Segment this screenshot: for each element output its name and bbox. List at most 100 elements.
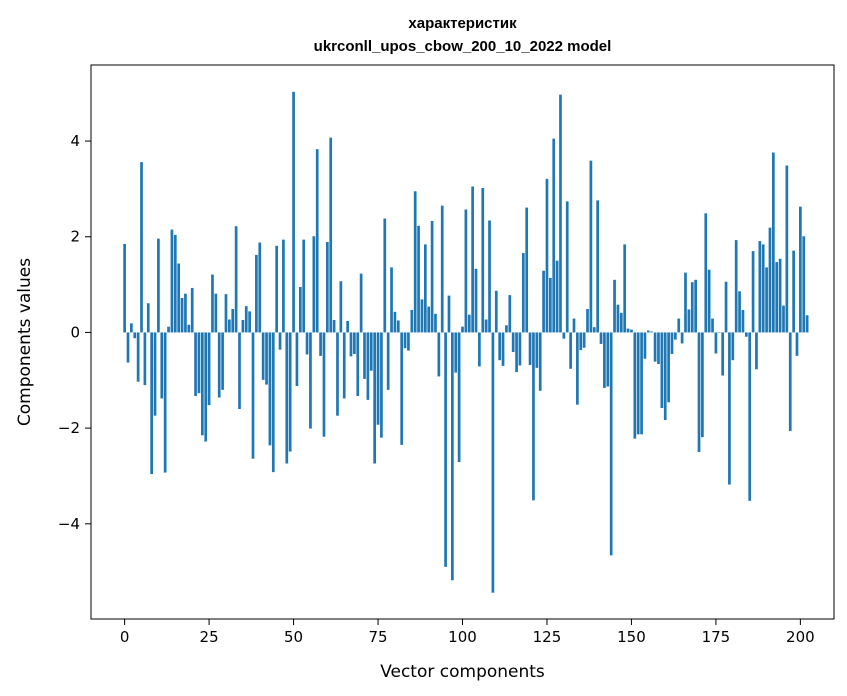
bar-component-177 (721, 332, 725, 376)
bar-component-71 (363, 332, 366, 379)
bar-component-31 (228, 319, 231, 333)
bar-component-100 (461, 326, 464, 333)
bar-component-39 (255, 254, 258, 333)
bar-component-127 (552, 138, 556, 333)
bar-component-84 (407, 332, 410, 351)
bar-component-140 (596, 200, 599, 333)
bar-component-5 (140, 162, 143, 333)
bar-component-35 (241, 319, 245, 333)
bar-component-88 (420, 299, 424, 333)
bar-component-134 (576, 332, 579, 405)
x-tick-label: 25 (200, 628, 219, 646)
bar-component-95 (444, 332, 447, 567)
bar-component-115 (511, 332, 515, 353)
bar-component-161 (667, 332, 670, 403)
x-tick-label: 125 (533, 628, 562, 646)
bar-component-133 (572, 318, 576, 333)
bar-component-172 (704, 213, 708, 333)
bar-component-152 (636, 332, 640, 435)
bar-component-48 (285, 332, 289, 464)
bar-component-3 (133, 332, 137, 339)
bar-component-51 (295, 332, 299, 387)
bar-component-110 (494, 290, 498, 333)
bar-component-187 (755, 332, 758, 370)
bar-component-77 (383, 218, 387, 333)
bar-component-182 (738, 291, 741, 333)
bar-component-201 (802, 236, 806, 333)
bar-component-178 (724, 281, 728, 333)
bar-component-19 (187, 324, 191, 333)
bar-component-136 (582, 332, 586, 348)
bar-component-142 (603, 332, 606, 388)
bar-component-80 (393, 311, 397, 333)
bar-component-132 (569, 332, 572, 369)
bar-component-188 (758, 241, 762, 333)
bar-component-166 (684, 272, 687, 333)
bar-component-13 (167, 326, 170, 333)
bar-component-198 (792, 250, 795, 333)
bar-component-59 (322, 332, 326, 437)
y-axis-label: Components values (15, 258, 35, 426)
bar-component-15 (173, 234, 177, 333)
bar-component-173 (707, 269, 711, 333)
bar-component-2 (130, 323, 133, 333)
bar-component-79 (390, 267, 393, 333)
bar-component-171 (701, 332, 704, 438)
bar-component-20 (190, 287, 194, 333)
bar-component-123 (538, 332, 542, 391)
bar-component-147 (619, 312, 623, 333)
bar-component-97 (451, 332, 454, 581)
bar-component-121 (532, 332, 535, 501)
bar-component-135 (579, 332, 583, 351)
chart-title-line-1: характеристик (408, 15, 517, 32)
bar-component-62 (332, 319, 336, 333)
bar-component-32 (231, 308, 235, 333)
bar-component-75 (376, 332, 380, 425)
bar-component-105 (478, 332, 481, 367)
bar-component-197 (788, 332, 792, 431)
bar-component-169 (694, 279, 697, 333)
bar-component-125 (545, 178, 549, 333)
bar-component-90 (427, 306, 431, 333)
bar-component-27 (214, 293, 218, 333)
bar-component-170 (697, 332, 701, 453)
bar-component-74 (373, 332, 376, 464)
bar-component-0 (123, 243, 126, 333)
bar-component-138 (589, 160, 593, 333)
x-tick-label: 100 (448, 628, 477, 646)
bar-component-4 (136, 332, 140, 382)
bar-component-87 (417, 225, 420, 333)
bar-component-129 (559, 94, 562, 333)
bar-component-200 (799, 206, 802, 333)
bar-component-151 (633, 332, 637, 439)
bar-component-89 (423, 244, 427, 333)
bar-component-106 (481, 187, 485, 333)
bars-group (123, 91, 809, 593)
bar-component-60 (326, 242, 329, 333)
bar-component-58 (319, 332, 322, 356)
bar-component-40 (258, 242, 262, 333)
bar-component-104 (474, 268, 478, 333)
bar-component-199 (795, 332, 799, 356)
bar-component-158 (657, 332, 660, 365)
bar-component-7 (146, 303, 150, 333)
bar-component-64 (339, 281, 343, 333)
bar-component-55 (309, 332, 312, 429)
bar-component-23 (200, 332, 204, 436)
bar-component-112 (501, 332, 505, 366)
y-tick-label: −2 (58, 419, 80, 437)
bar-component-99 (457, 332, 461, 463)
bar-component-52 (298, 286, 302, 333)
bar-component-120 (528, 332, 532, 365)
x-tick-label: 50 (284, 628, 303, 646)
bar-component-183 (741, 309, 745, 333)
chart-title: характеристик ukrconll_upos_cbow_200_10_… (314, 15, 612, 55)
bar-component-179 (728, 332, 731, 485)
bar-component-66 (346, 320, 349, 333)
bar-component-93 (437, 332, 441, 377)
bar-component-76 (380, 332, 383, 438)
bar-component-189 (761, 244, 765, 333)
bar-component-28 (217, 332, 221, 398)
bar-component-78 (386, 332, 390, 390)
bar-component-148 (623, 244, 627, 333)
